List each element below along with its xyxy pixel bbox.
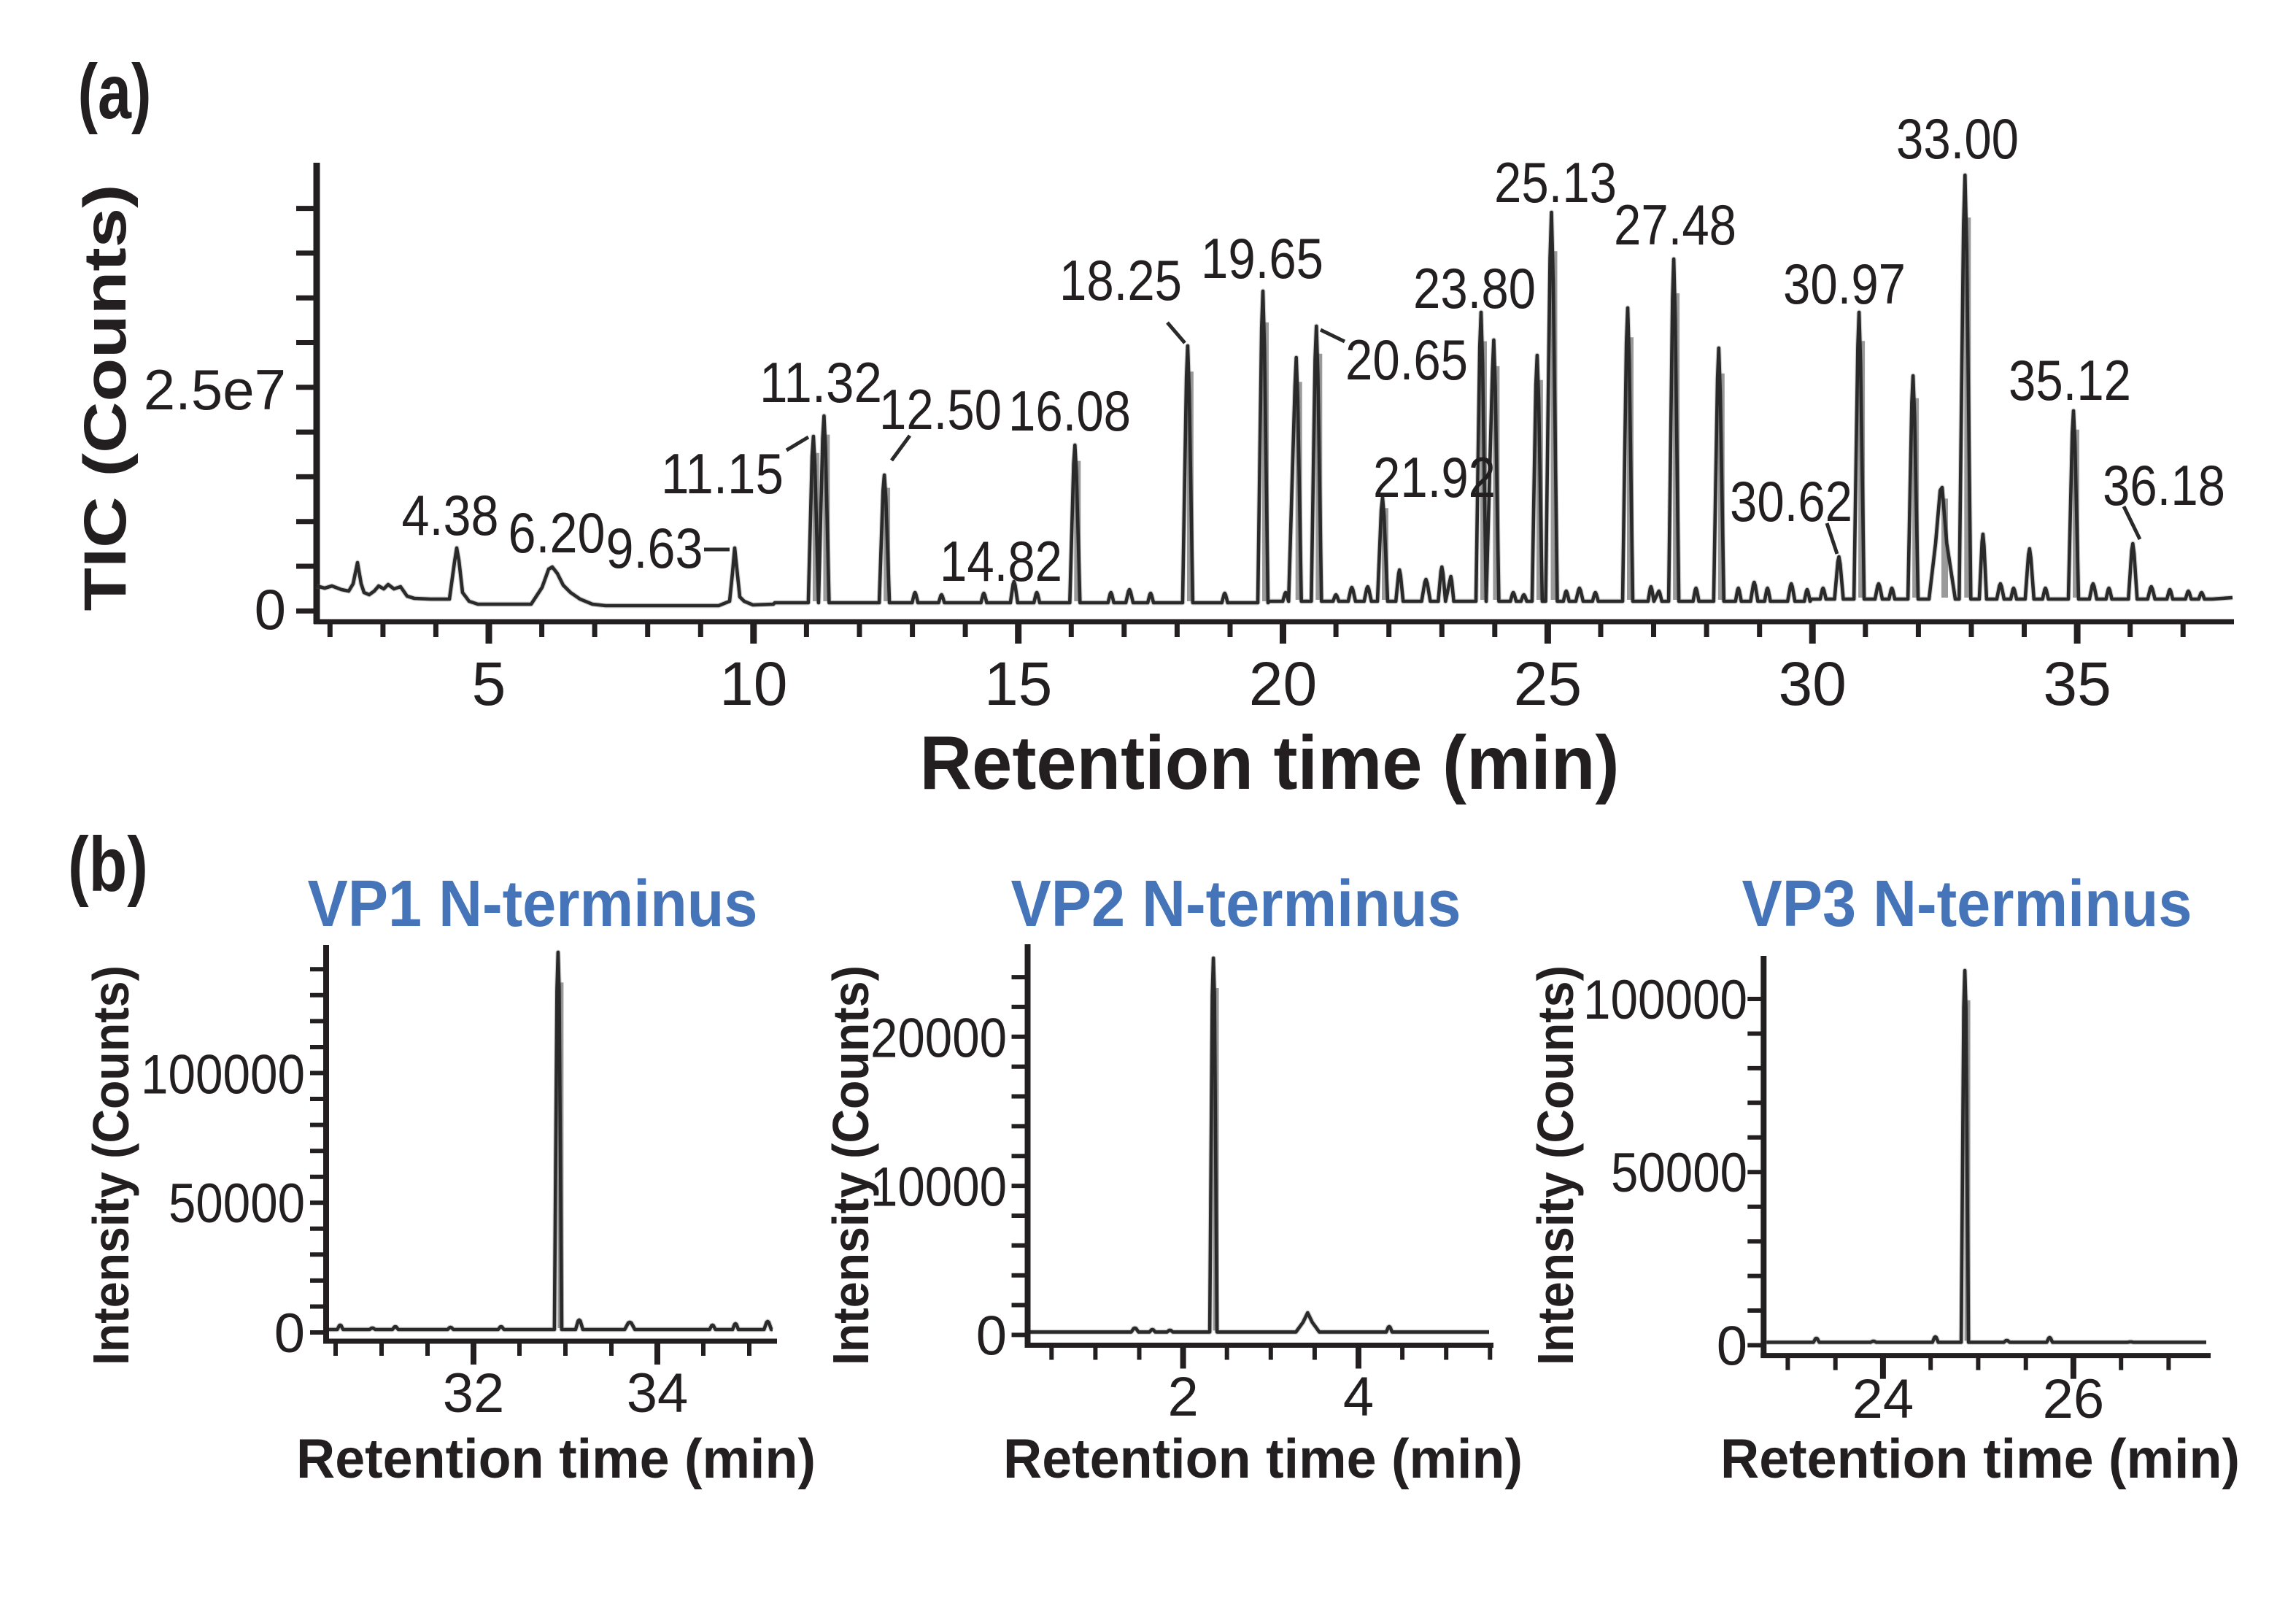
svg-text:25: 25 (1514, 649, 1582, 718)
svg-text:Intensity (Counts): Intensity (Counts) (1527, 965, 1584, 1365)
svg-text:11.15: 11.15 (661, 441, 784, 506)
svg-text:15: 15 (984, 649, 1052, 718)
svg-text:VP3 N-terminus: VP3 N-terminus (1742, 868, 2192, 941)
svg-text:2.5e7: 2.5e7 (144, 358, 286, 422)
svg-text:27.48: 27.48 (1614, 193, 1736, 257)
svg-text:30: 30 (1778, 649, 1846, 718)
svg-text:6.20: 6.20 (509, 501, 606, 565)
svg-text:0: 0 (255, 577, 286, 641)
svg-text:23.80: 23.80 (1413, 256, 1536, 320)
svg-text:2: 2 (1167, 1366, 1198, 1428)
svg-text:30.62: 30.62 (1730, 469, 1852, 533)
svg-text:50000: 50000 (169, 1173, 305, 1235)
svg-text:26: 26 (2043, 1368, 2105, 1430)
svg-text:32: 32 (443, 1362, 505, 1424)
svg-text:TIC (Counts): TIC (Counts) (72, 185, 139, 611)
svg-text:VP2 N-terminus: VP2 N-terminus (1011, 868, 1461, 941)
svg-text:100000: 100000 (1583, 969, 1747, 1031)
svg-text:20: 20 (1249, 649, 1317, 718)
svg-text:5: 5 (472, 649, 506, 718)
svg-text:24: 24 (1852, 1368, 1914, 1430)
svg-text:(b): (b) (68, 822, 148, 908)
svg-text:VP1 N-terminus: VP1 N-terminus (308, 868, 758, 941)
svg-text:18.25: 18.25 (1059, 248, 1182, 312)
svg-text:34: 34 (627, 1362, 689, 1424)
svg-text:0: 0 (274, 1303, 305, 1365)
svg-text:0: 0 (976, 1305, 1007, 1367)
svg-text:10: 10 (719, 649, 787, 718)
svg-text:4: 4 (1343, 1366, 1374, 1428)
svg-text:Retention time (min): Retention time (min) (920, 721, 1620, 806)
svg-text:4.38: 4.38 (402, 483, 499, 547)
svg-text:14.82: 14.82 (940, 529, 1062, 593)
svg-text:100000: 100000 (141, 1044, 305, 1106)
svg-text:21.92: 21.92 (1373, 445, 1496, 509)
svg-text:11.32: 11.32 (759, 350, 882, 414)
svg-text:35: 35 (2043, 649, 2111, 718)
svg-text:Intensity (Counts): Intensity (Counts) (822, 965, 879, 1365)
svg-text:19.65: 19.65 (1201, 226, 1323, 290)
svg-text:35.12: 35.12 (2009, 348, 2131, 412)
svg-text:12.50: 12.50 (879, 377, 1002, 441)
svg-text:30.97: 30.97 (1783, 252, 1906, 316)
svg-text:(a): (a) (78, 49, 152, 135)
svg-text:Retention time (min): Retention time (min) (296, 1428, 816, 1490)
svg-text:50000: 50000 (1611, 1142, 1747, 1204)
svg-text:10000: 10000 (870, 1156, 1007, 1218)
svg-text:Retention time (min): Retention time (min) (1720, 1428, 2240, 1490)
svg-text:20.65: 20.65 (1345, 328, 1468, 392)
svg-text:Retention time (min): Retention time (min) (1003, 1428, 1523, 1490)
svg-text:36.18: 36.18 (2103, 453, 2225, 517)
svg-text:33.00: 33.00 (1896, 107, 2019, 171)
svg-text:25.13: 25.13 (1494, 150, 1617, 215)
svg-text:16.08: 16.08 (1008, 379, 1131, 443)
svg-text:0: 0 (1717, 1316, 1747, 1378)
svg-text:9.63: 9.63 (606, 516, 703, 580)
svg-text:20000: 20000 (870, 1008, 1007, 1070)
svg-text:Intensity (Counts): Intensity (Counts) (82, 965, 139, 1365)
